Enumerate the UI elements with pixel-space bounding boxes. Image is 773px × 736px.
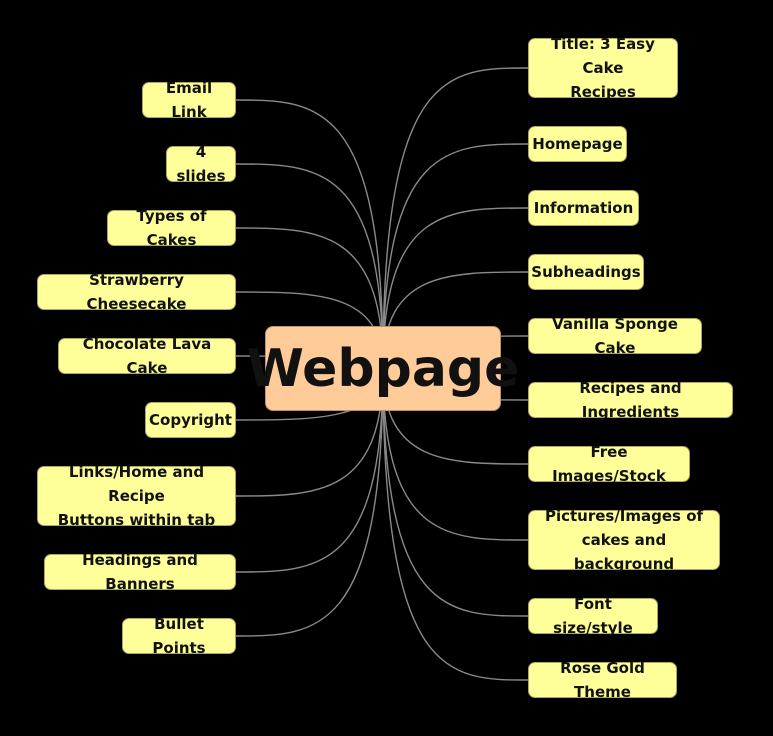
node-free-images-stock[interactable]: Free Images/Stock [528, 443, 690, 485]
node-chocolate-lava-cake[interactable]: Chocolate Lava Cake [58, 335, 236, 377]
connector-rose-gold-theme [382, 367, 529, 681]
connector-homepage [382, 143, 529, 369]
node-types-of-cakes[interactable]: Types of Cakes [107, 207, 236, 249]
connector-bullet-points [235, 367, 384, 637]
node-headings-and-banners[interactable]: Headings and Banners [44, 551, 236, 593]
node-rose-gold-theme[interactable]: Rose Gold Theme [528, 659, 677, 701]
central-topic-webpage[interactable]: Webpage [247, 326, 519, 411]
connector-pictures-images-of-cakes [382, 367, 529, 541]
connector-headings-and-banners [235, 367, 384, 573]
connector-font-size-style [382, 367, 529, 617]
connector-types-of-cakes [235, 227, 384, 369]
node-title-3-easy-cake-recipes[interactable]: Title: 3 Easy Cake Recipes [528, 35, 678, 101]
node-bullet-points[interactable]: Bullet Points [122, 615, 236, 657]
connector-title-3-easy-cake-recipes [382, 67, 529, 369]
node-links-home-recipe-buttons[interactable]: Links/Home and Recipe Buttons within tab [37, 463, 236, 529]
node-pictures-images-of-cakes[interactable]: Pictures/Images of cakes and background [528, 507, 720, 573]
connector-email-link [235, 99, 384, 369]
node-strawberry-cheesecake[interactable]: Strawberry Cheesecake [37, 271, 236, 313]
node-4-slides[interactable]: 4 slides [166, 143, 236, 185]
node-font-size-style[interactable]: Font size/style [528, 595, 658, 637]
connector-4-slides [235, 163, 384, 369]
node-subheadings[interactable]: Subheadings [528, 254, 644, 290]
node-information[interactable]: Information [528, 190, 639, 226]
node-vanilla-sponge-cake[interactable]: Vanilla Sponge Cake [528, 315, 702, 357]
node-recipes-and-ingredients[interactable]: Recipes and Ingredients [528, 379, 733, 421]
connector-information [382, 207, 529, 369]
node-homepage[interactable]: Homepage [528, 126, 627, 162]
node-copyright[interactable]: Copyright [145, 402, 236, 438]
node-email-link[interactable]: Email Link [142, 79, 236, 121]
